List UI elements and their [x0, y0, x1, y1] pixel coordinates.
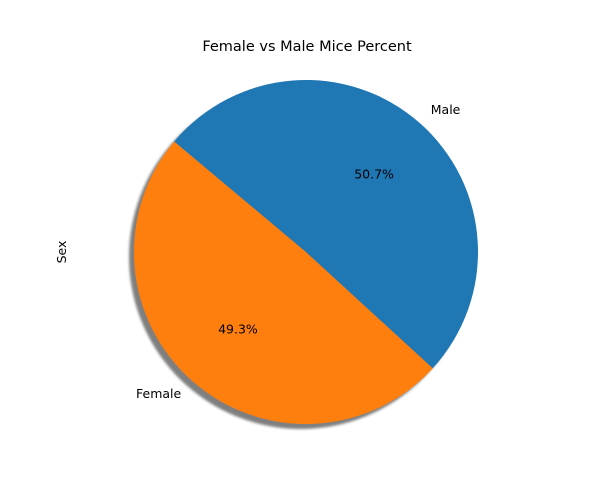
pie-slice-female	[134, 141, 433, 424]
pie-labels: Female 49.3% Male 50.7%	[136, 102, 461, 401]
slice-percent-male: 50.7%	[354, 166, 394, 181]
y-axis-label: Sex	[54, 241, 69, 264]
pie-slices	[134, 79, 479, 424]
pie-slice-male	[174, 79, 479, 369]
slice-label-female: Female	[136, 386, 182, 401]
chart-title: Female vs Male Mice Percent	[202, 39, 412, 55]
slice-percent-female: 49.3%	[218, 322, 258, 337]
slice-label-male: Male	[431, 102, 461, 117]
